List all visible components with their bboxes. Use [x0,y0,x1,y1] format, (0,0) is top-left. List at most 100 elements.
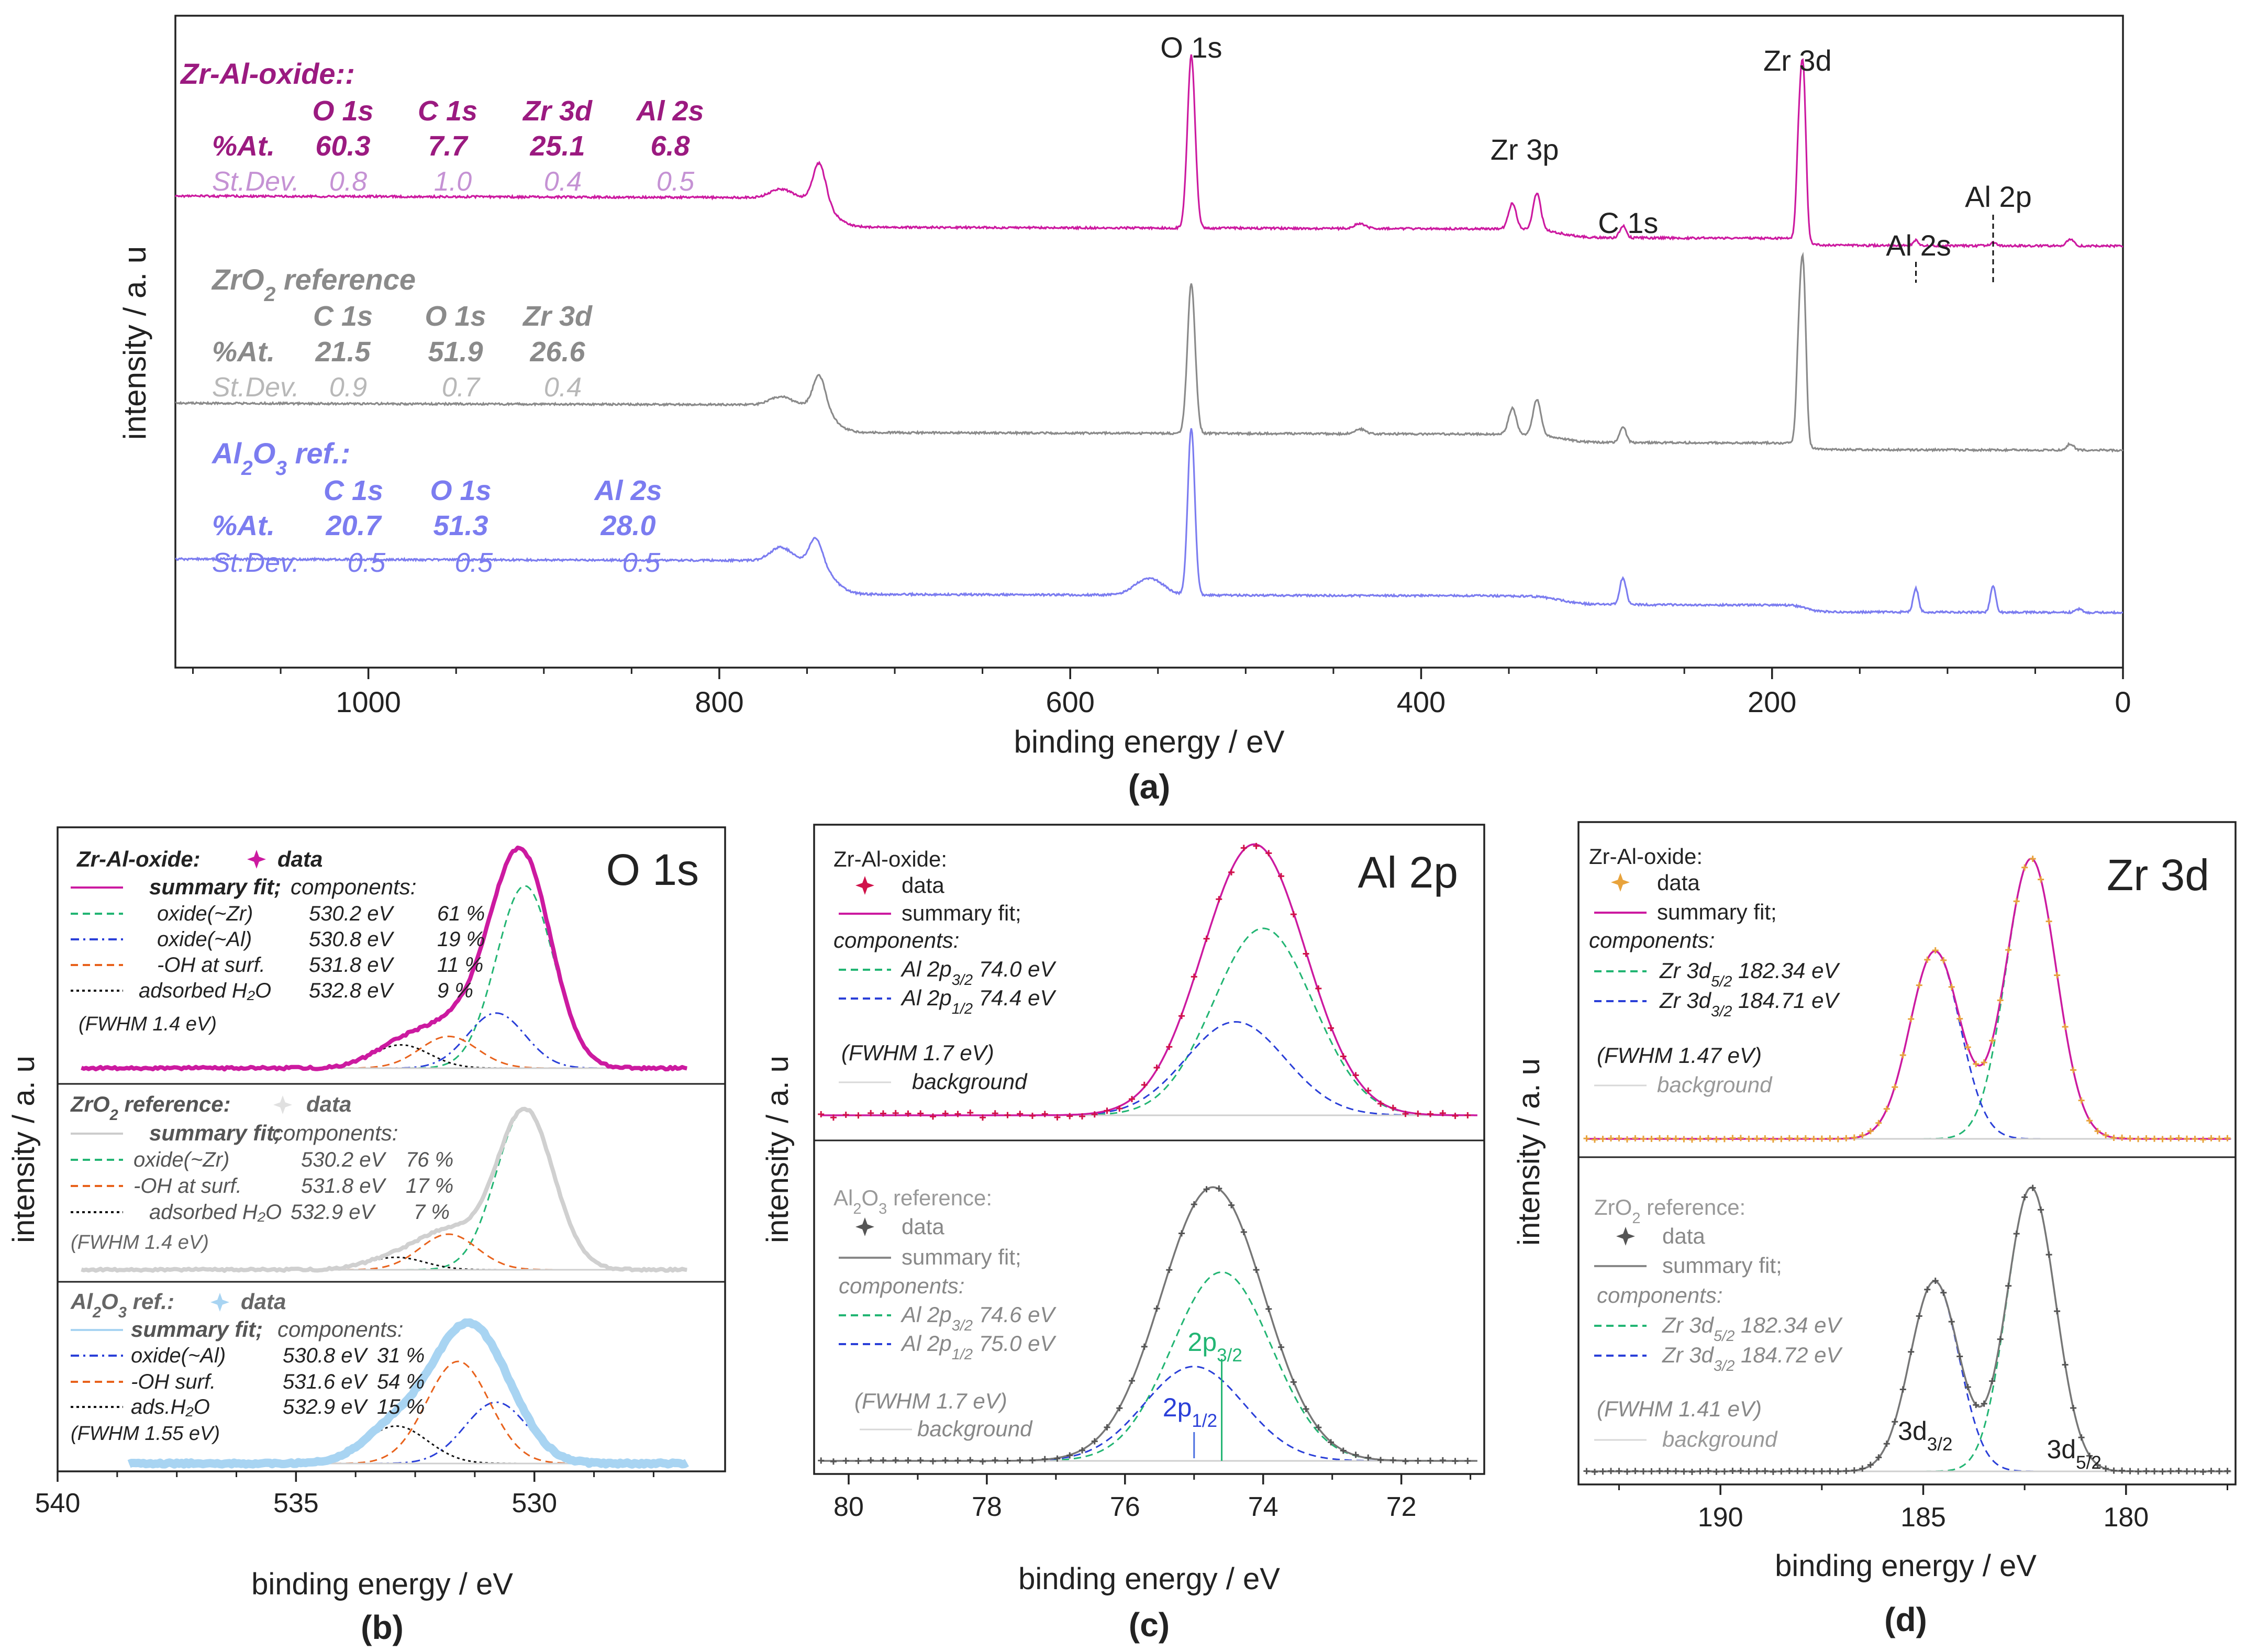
legend-background: background [1662,1427,1778,1451]
data-point [1932,1277,1939,1284]
text-run: ZrO [1594,1195,1632,1219]
data-point [1940,1289,1947,1296]
legend-background: background [917,1416,1033,1441]
data-point [1452,1113,1459,1119]
table-value: 1.0 [434,167,472,197]
table-value: 25.1 [529,130,585,162]
legend-component-label: oxide(~Al) [157,928,252,951]
text-run: 75.0 eV [973,1331,1057,1356]
data-point [892,1457,899,1463]
data-point [2192,1135,2198,1142]
survey-line [175,428,2123,615]
data-point [1664,1135,1671,1141]
legend-component-label: oxide(~Zr) [157,902,253,925]
data-point [1415,1110,1421,1117]
panel-label-a: (a) [1128,767,1171,806]
table-value: 0.8 [329,167,367,197]
y-axis-label-c: intensity / a. u [761,1056,795,1243]
legend-components: components: [291,874,416,899]
legend-components: components: [1589,928,1715,952]
data-point [1116,1105,1123,1112]
x-tick-label-c: 80 [833,1492,864,1522]
data-point [1697,1135,1704,1142]
data-point [2151,1135,2158,1142]
data-point [1303,950,1309,957]
data-point [1427,1457,1434,1464]
data-point [1834,1468,1841,1475]
data-point [1908,1016,1915,1023]
data-point [1697,1468,1704,1474]
data-point [1340,1053,1347,1060]
data-point [1141,1343,1148,1350]
table-row-label: St.Dev. [212,372,299,403]
data-point [1859,1132,1866,1138]
data-point [1997,1336,2004,1343]
subscript: 5/2 [1714,1328,1734,1345]
data-point [1583,1468,1590,1474]
data-point [2135,1468,2142,1475]
data-point [2110,1467,2117,1474]
data-point [2167,1135,2174,1142]
data-point [2062,1024,2069,1030]
text-run: 74.4 eV [973,985,1057,1010]
y-axis-label-a: intensity / a. u [117,246,152,440]
data-point [1753,1135,1760,1142]
data-point [1859,1465,1866,1472]
data-point [1843,1135,1850,1141]
table-header: C 1s [324,475,383,506]
legend-fwhm: (FWHM 1.55 eV) [71,1423,220,1445]
axes-frame-b [57,826,726,1472]
legend-data-label: data [1657,870,1700,895]
data-point [1892,1084,1898,1091]
data-point [1315,1424,1322,1431]
legend-fwhm: (FWHM 1.4 eV) [79,1013,217,1035]
data-point [1607,1135,1614,1141]
data-point [2110,1135,2117,1141]
data-point [1253,842,1260,849]
data-point [818,1457,825,1464]
table-row-label: %At. [212,510,275,541]
subscript: 3/2 [1714,1358,1734,1374]
data-point [2021,864,2028,871]
data-point [2224,1135,2231,1141]
data-point [2005,947,2012,953]
data-point [1892,1418,1898,1425]
legend-summary: summary fit; [149,874,281,899]
subscript: 1/2 [952,1001,973,1017]
data-point [2086,1453,2093,1459]
text-run: 2p [1163,1393,1192,1422]
table-value: 0.9 [329,372,367,403]
data-point [1599,1468,1606,1475]
text-run: Al 2p [900,1302,952,1327]
x-axis-label-c: binding energy / eV [1018,1562,1280,1596]
x-tick-label-c: 76 [1110,1492,1140,1522]
data-point [1066,1113,1073,1119]
text-run: Zr 3d [1659,988,1712,1013]
legend-component-energy: 530.8 eV [283,1344,368,1367]
legend-fwhm: (FWHM 1.4 eV) [71,1232,209,1254]
x-axis-label-a: binding energy / eV [1014,724,1284,759]
table-header: Zr 3d [522,301,593,332]
legend-component-label: -OH at surf. [134,1174,242,1198]
data-point [1802,1468,1809,1474]
legend-title: ZrO2 reference: [70,1092,231,1124]
legend-component-label: ads.H₂O [131,1395,210,1418]
legend-component-label: -OH surf. [131,1370,216,1393]
data-point [1948,1318,1955,1325]
data-point [942,1110,949,1117]
legend-component-pct: 9 % [437,979,473,1002]
legend-background: background [912,1069,1028,1094]
legend-components: components: [277,1317,403,1341]
legend-fwhm: (FWHM 1.7 eV) [841,1040,994,1065]
text-run: 184.71 eV [1732,988,1840,1013]
legend-component-label: oxide(~Zr) [134,1148,229,1171]
subscript: 1/2 [1192,1411,1217,1431]
data-point [830,1114,837,1121]
data-point [1178,1230,1185,1237]
text-run: Al 2p [900,1331,952,1356]
data-point [1810,1136,1817,1143]
data-point [1851,1134,1858,1141]
data-point [1875,1119,1882,1126]
data-point [1129,1095,1136,1102]
legend-summary: summary fit; [902,901,1021,925]
